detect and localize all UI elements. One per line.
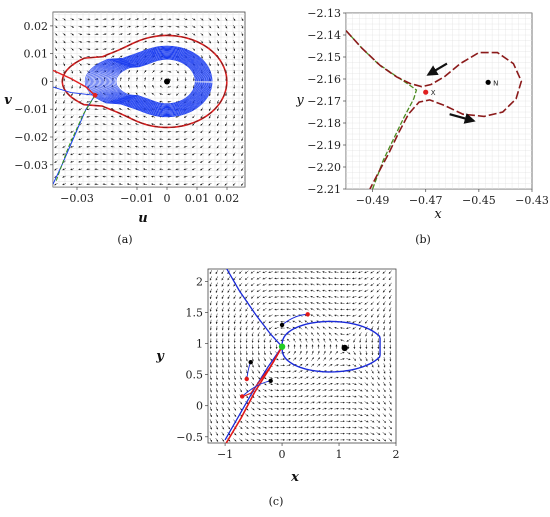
panel-c-xtick-label: 1 [336,448,343,461]
panel-c-caption: (c) [269,495,284,508]
panel-c-center-point [342,345,348,351]
panel-c-xlabel: x [290,470,299,485]
panel-c: −1 0 1 2 2 1.5 1 0.5 0 −0.5 x y (c) [155,266,399,508]
panel-a-ytick-label: −0.02 [14,131,48,144]
panel-a-xtick-label: −0.01 [120,192,154,205]
panel-a-xtick-label: 0.02 [215,192,240,205]
panel-a-caption: (a) [117,233,132,246]
panel-b-ytick-label: −2.18 [307,117,341,130]
panel-b-ytick-label: −2.19 [307,139,341,152]
panel-b-xtick-label: −0.43 [515,194,549,207]
panel-a-center-point [164,78,170,84]
panel-b-xtick-label: −0.47 [409,194,443,207]
panel-c-sample-end [280,323,284,327]
panel-b-ytick-label: −2.21 [307,183,341,196]
panel-c-sample-end [249,360,253,364]
panel-c-saddle-point [279,343,285,349]
panel-b-caption: (b) [415,233,431,246]
panel-b-xtick-label: −0.45 [462,194,496,207]
panel-a: −0.03 −0.01 0 0.01 0.02 0.02 0.01 0 −0.01 −0.02 −0… [4,12,245,246]
panel-b-ytick-label: −2.16 [307,73,341,86]
panel-a-ytick-label: −0.03 [14,159,48,172]
panel-b-ytick-label: −2.13 [307,7,341,20]
panel-c-sample-start [245,377,249,381]
panel-a-ytick-label: −0.01 [14,103,48,116]
panel-a-saddle-point [93,93,98,98]
panel-b-point-label: X [431,89,436,97]
panel-a-xtick-label: 0 [164,192,171,205]
panel-c-sample-start [305,312,309,316]
panel-a-xlabel: u [138,211,147,226]
panel-b-ytick-label: −2.15 [307,51,341,64]
panel-b-ylabel: y [295,93,304,108]
panel-a-ytick-label: 0.02 [24,20,49,33]
panel-c-frame [208,269,396,443]
panel-b-point-x [423,90,428,95]
panel-c-sample-end [268,379,272,383]
panel-c-ytick-label: 0 [196,400,203,413]
panel-c-ytick-label: 1 [196,338,203,351]
panel-b-ytick-label: −2.17 [307,95,341,108]
panel-b-ytick-label: −2.20 [307,161,341,174]
panel-b-ytick-label: −2.14 [307,29,341,42]
panel-a-ytick-label: 0 [41,75,48,88]
panel-c-ytick-label: 2 [196,275,203,288]
panel-a-xtick-label: 0.01 [185,192,210,205]
panel-c-xtick-label: −1 [217,448,233,461]
panel-b: X N −0.49 −0.47 −0.45 −0.43 −2.13 −2.14 −2.15 −2… [295,7,549,246]
panel-c-ytick-label: 0.5 [186,369,204,382]
panel-a-ylabel: v [4,93,12,108]
panel-c-ytick-label: −0.5 [176,431,203,444]
panel-c-sample-start [240,394,244,398]
panel-b-xlabel: x [434,207,442,222]
panel-c-ylabel: y [155,349,165,364]
panel-a-ytick-label: 0.01 [24,48,49,61]
panel-b-xtick-label: −0.49 [356,194,390,207]
panel-c-xtick-label: 0 [279,448,286,461]
panel-b-point-n [486,80,491,85]
panel-c-ytick-label: 1.5 [186,307,204,320]
panel-c-xtick-label: 2 [393,448,400,461]
panel-b-point-label: N [493,79,498,87]
panel-a-xtick-label: −0.03 [60,192,94,205]
